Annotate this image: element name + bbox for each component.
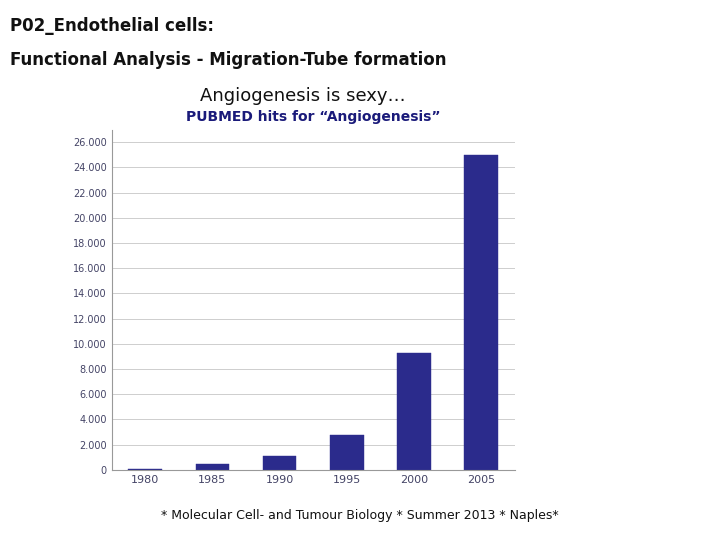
Text: P02_Endothelial cells:: P02_Endothelial cells:	[10, 17, 215, 35]
Text: Angiogenesis is sexy…: Angiogenesis is sexy…	[199, 86, 405, 105]
Bar	[464, 155, 498, 470]
Bar	[263, 456, 297, 470]
Bar	[397, 353, 431, 470]
Bar	[330, 435, 364, 470]
Text: Functional Analysis - Migration-Tube formation: Functional Analysis - Migration-Tube for…	[10, 51, 447, 69]
Title: PUBMED hits for “Angiogenesis”: PUBMED hits for “Angiogenesis”	[186, 110, 441, 124]
Bar	[196, 464, 229, 470]
Text: * Molecular Cell- and Tumour Biology * Summer 2013 * Naples*: * Molecular Cell- and Tumour Biology * S…	[161, 509, 559, 522]
